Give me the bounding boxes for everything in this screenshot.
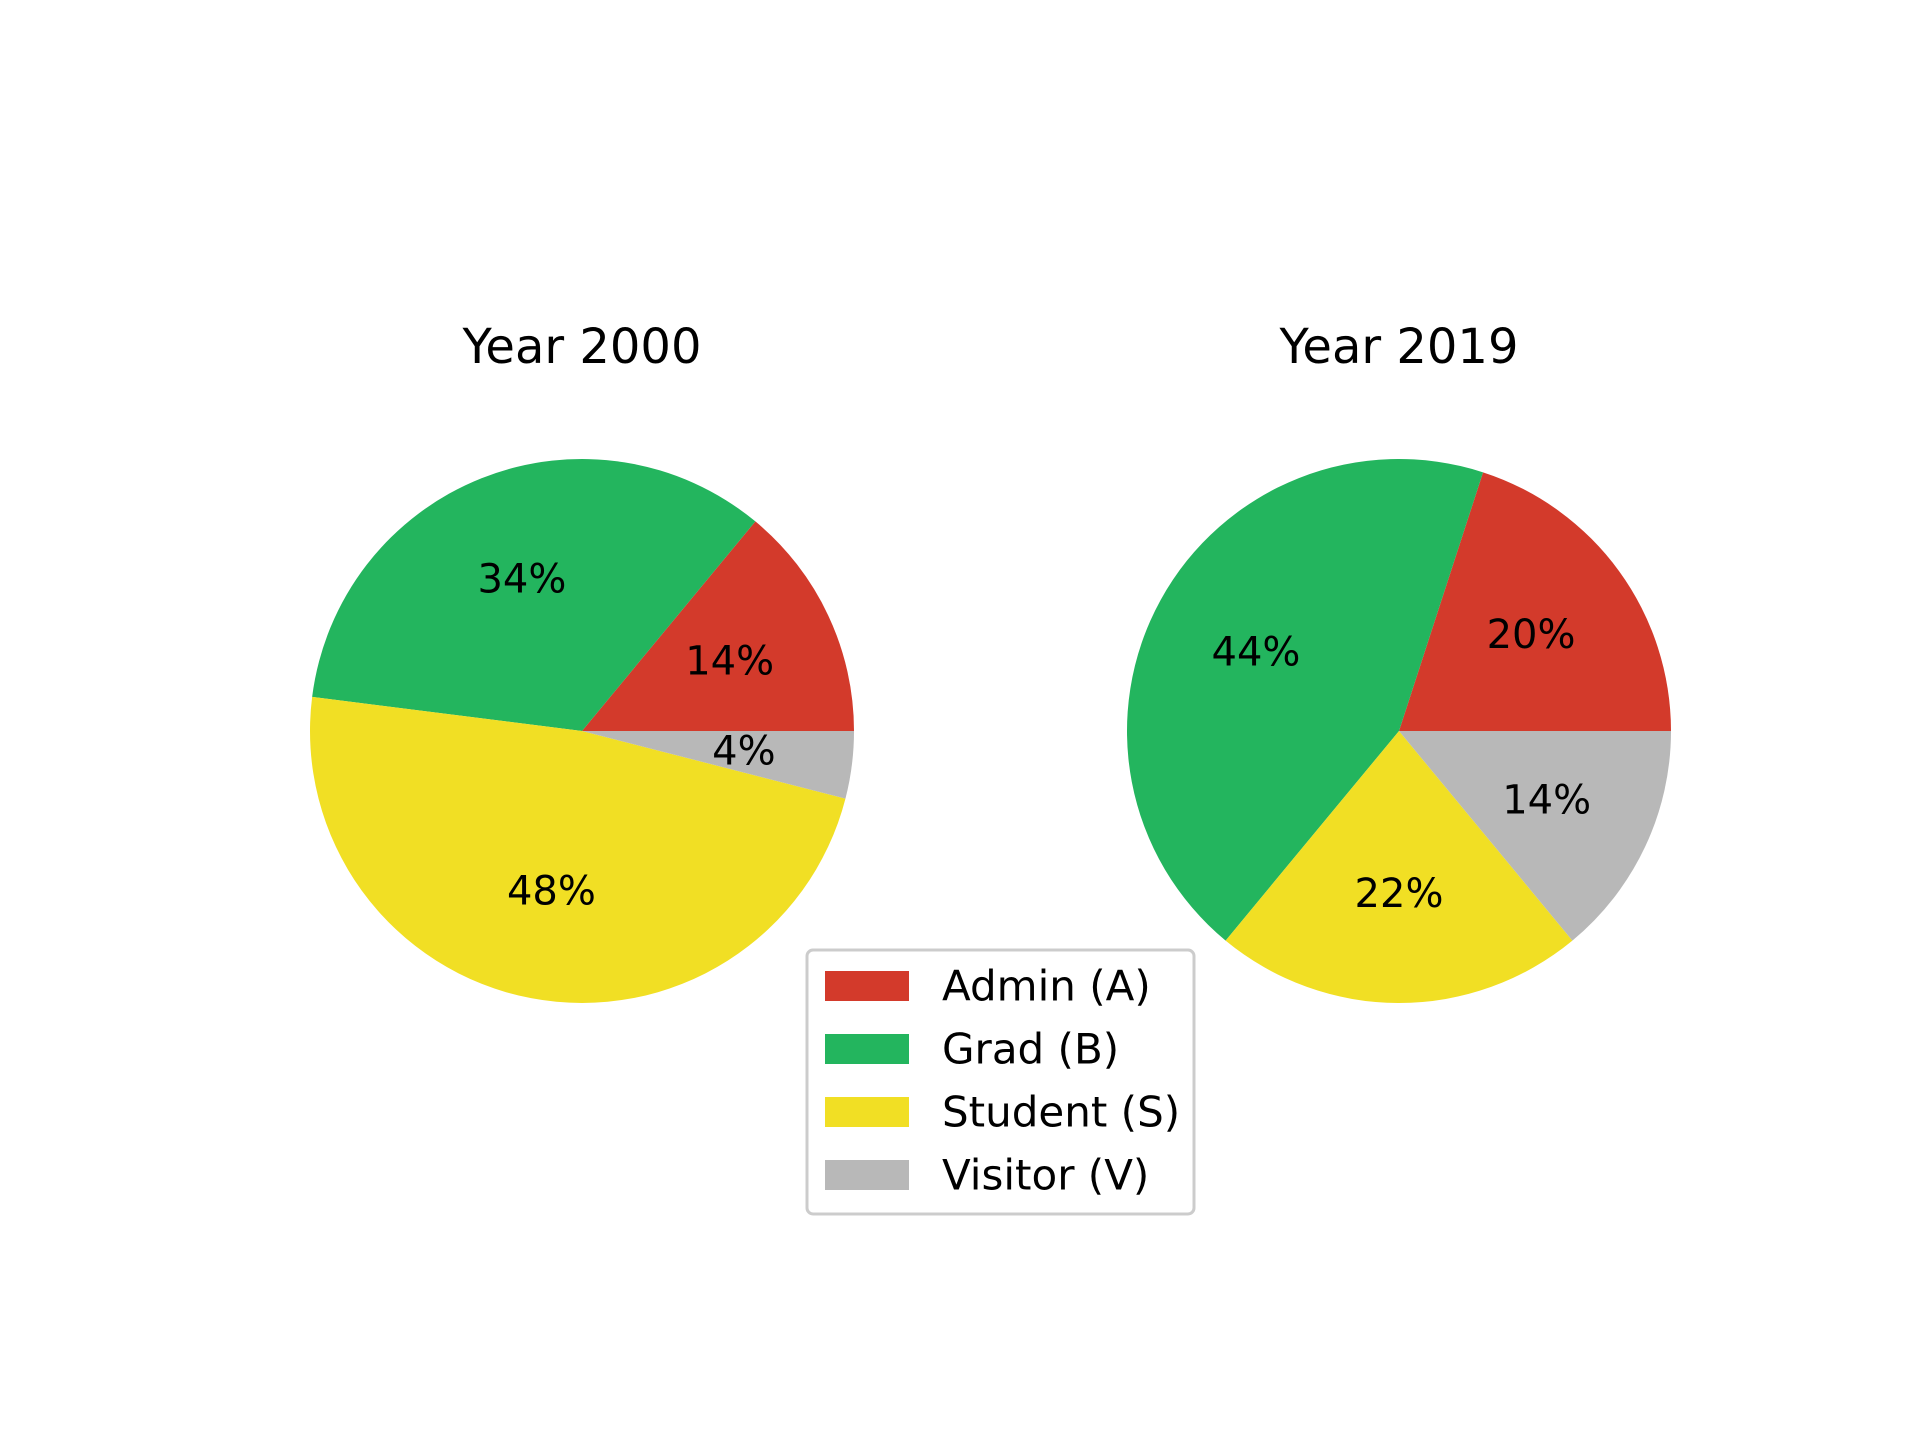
legend-label: Grad (B) xyxy=(942,1025,1119,1074)
pie-slice-admin xyxy=(1399,472,1671,731)
pie-slice-student xyxy=(1225,731,1573,1003)
legend-swatch xyxy=(825,1097,909,1127)
pie-slice-grad xyxy=(1127,459,1484,941)
pie-slice-grad xyxy=(312,458,756,731)
slice-percent-label: 4% xyxy=(712,728,775,774)
legend-swatch xyxy=(825,1034,909,1064)
pie-slice-admin xyxy=(582,521,854,731)
pie-slice-student xyxy=(310,696,846,1003)
legend-label: Visitor (V) xyxy=(942,1151,1149,1200)
legend-swatch xyxy=(825,971,909,1001)
pie-chart-2: Year 2019 20% 44% 22% 14% xyxy=(1127,319,1671,1003)
slice-percent-label: 22% xyxy=(1355,871,1444,917)
legend-label: Student (S) xyxy=(942,1088,1180,1137)
legend-frame xyxy=(805,948,1196,1216)
slice-percent-label: 34% xyxy=(477,556,566,602)
legend-swatch xyxy=(825,1160,909,1190)
pie-title: Year 2019 xyxy=(1278,319,1518,375)
pie-title: Year 2000 xyxy=(461,319,701,375)
slice-percent-label: 44% xyxy=(1212,629,1301,675)
legend-label: Admin (A) xyxy=(942,962,1151,1011)
pie-slice-visitor xyxy=(1399,731,1671,941)
slice-percent-label: 48% xyxy=(507,868,596,914)
legend: Admin (A) Grad (B) Student (S) Visitor (V) xyxy=(805,948,1196,1216)
pie-chart-1: Year 2000 14% 34% 48% 4% xyxy=(310,319,854,1003)
pie-slice-visitor xyxy=(582,731,854,799)
slice-percent-label: 20% xyxy=(1487,612,1576,658)
slice-percent-label: 14% xyxy=(1502,777,1591,823)
slice-percent-label: 14% xyxy=(685,639,774,685)
